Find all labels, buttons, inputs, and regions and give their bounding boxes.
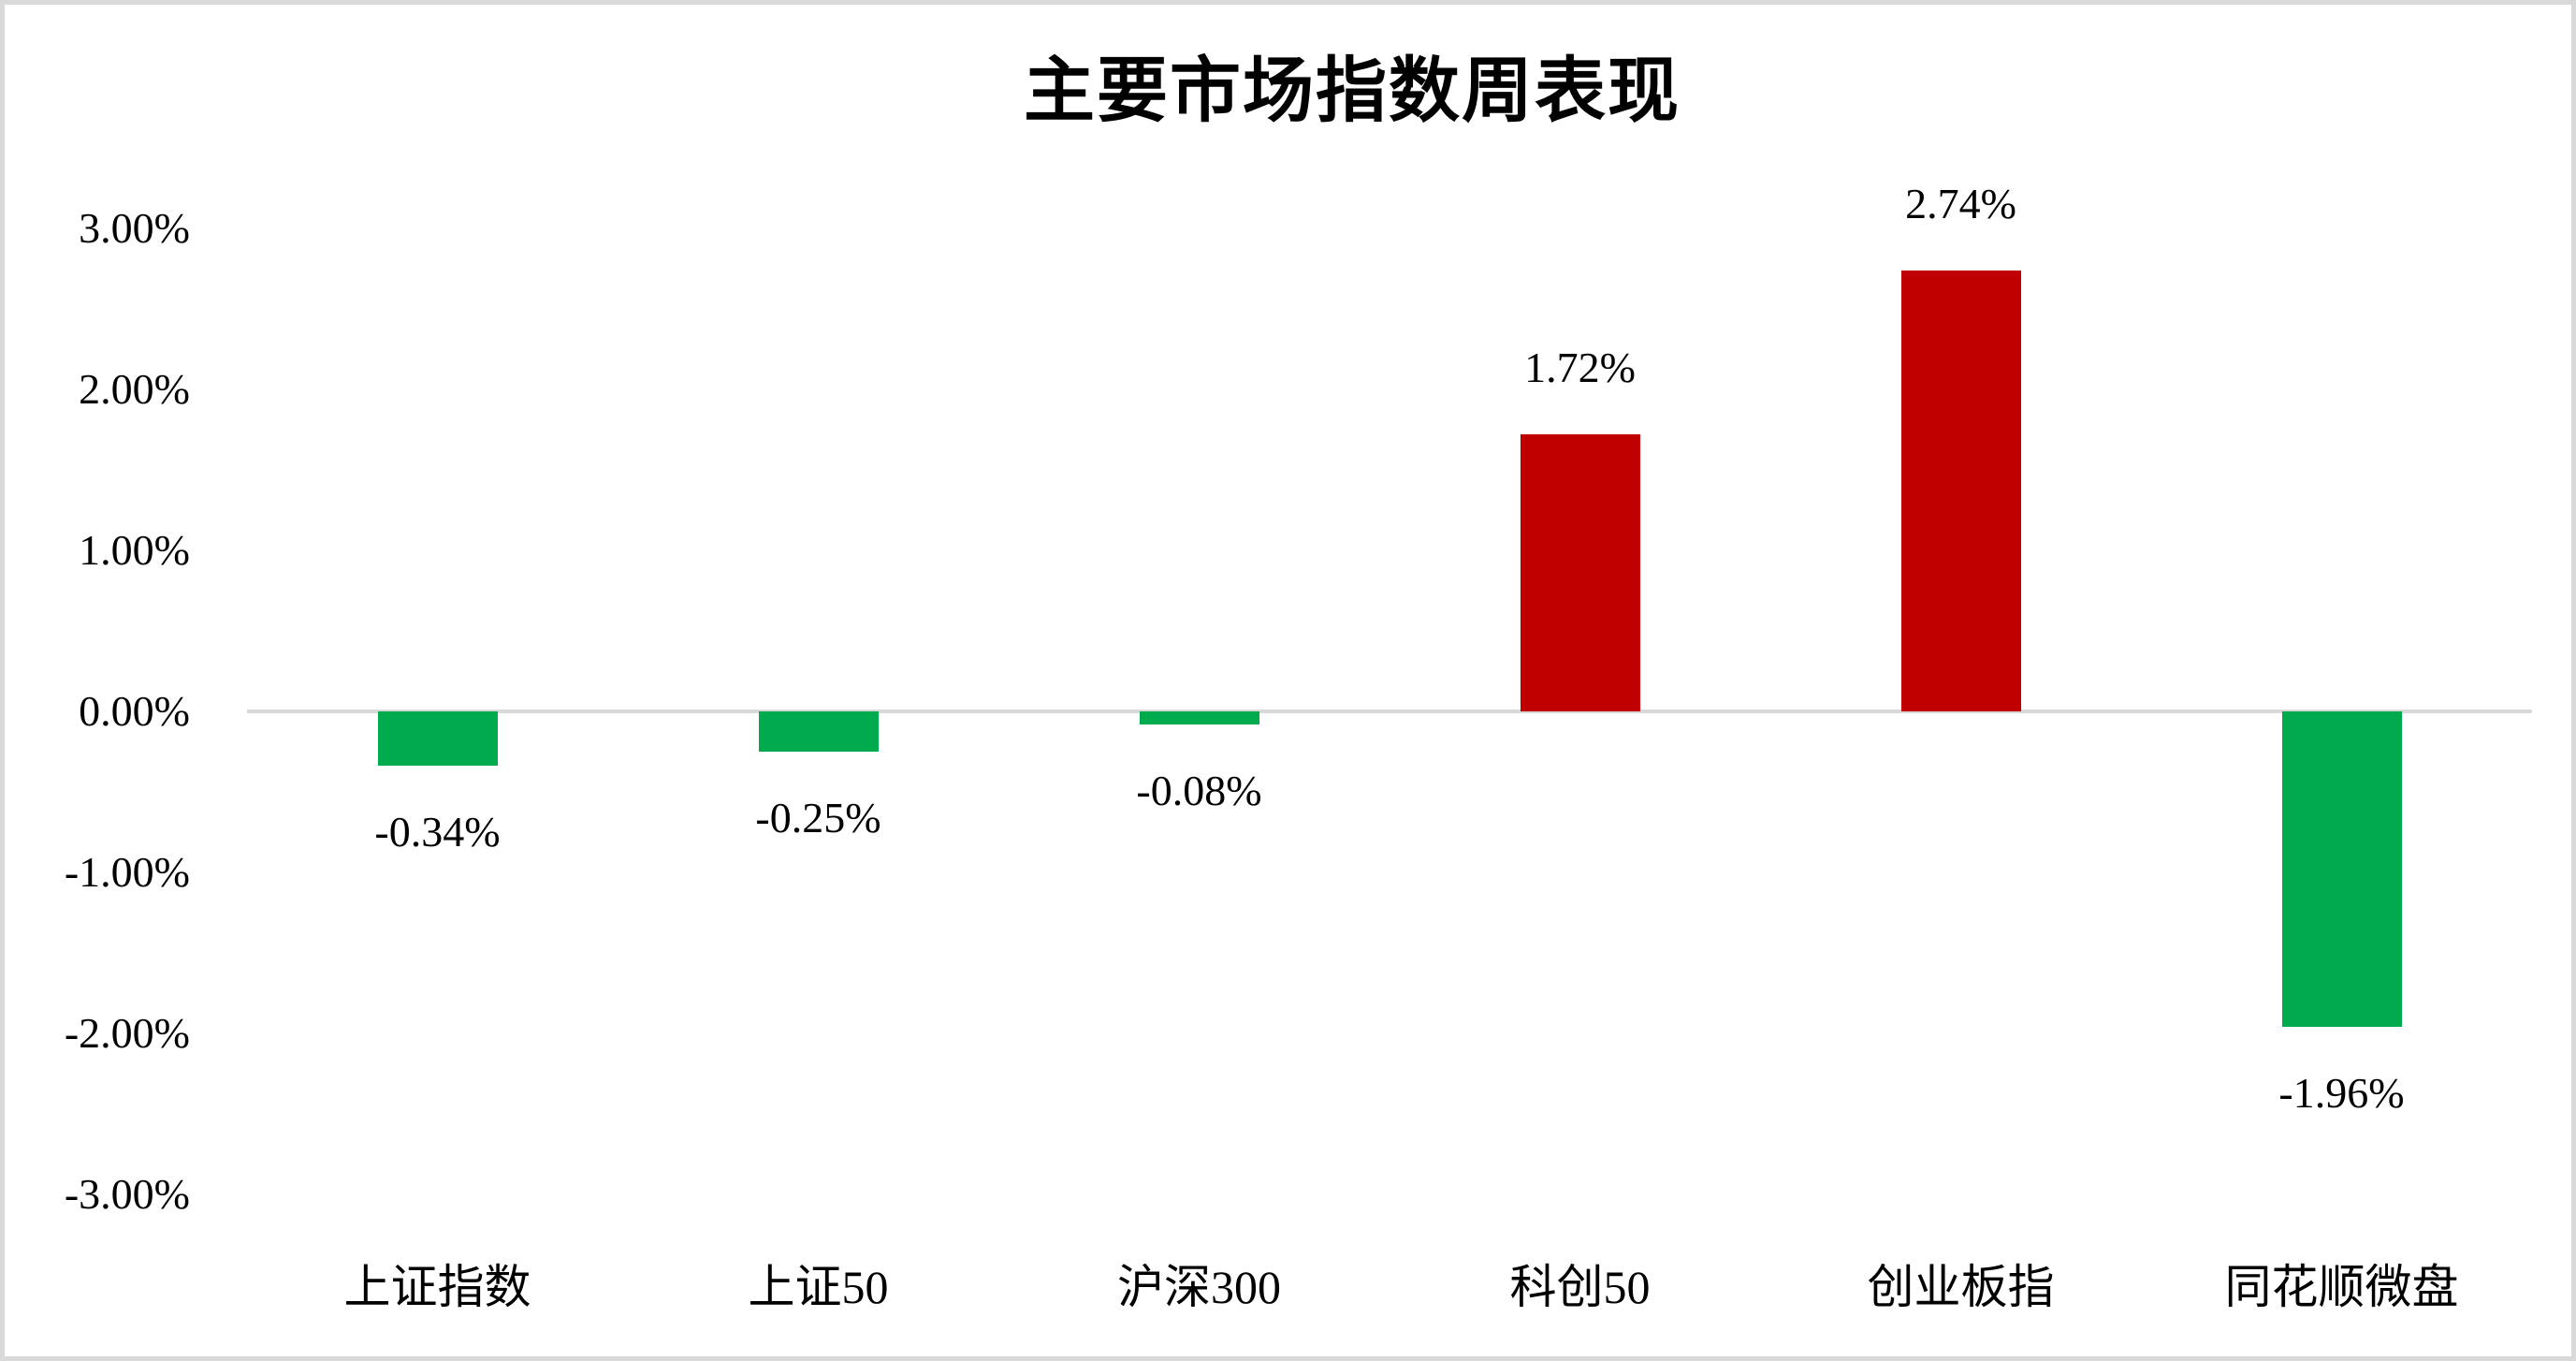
category-label-同花顺微盘: 同花顺微盘 (2224, 1261, 2459, 1313)
chart-title: 主要市场指数周表现 (1024, 52, 1681, 131)
category-label-科创50: 科创50 (1509, 1261, 1651, 1313)
category-label-创业板指: 创业板指 (1867, 1261, 2055, 1313)
y-tick-label: -2.00% (64, 1009, 190, 1057)
data-label-创业板指: 2.74% (1905, 180, 2016, 227)
bar-科创50 (1520, 434, 1640, 711)
data-label-沪深300: -0.08% (1136, 767, 1262, 814)
data-label-科创50: 1.72% (1524, 344, 1636, 391)
y-tick-label: 2.00% (79, 365, 190, 413)
category-label-上证50: 上证50 (748, 1261, 889, 1313)
bar-同花顺微盘 (2281, 711, 2402, 1027)
y-tick-label: 3.00% (79, 204, 190, 252)
x-axis-line (247, 710, 2532, 713)
category-label-沪深300: 沪深300 (1117, 1261, 1281, 1313)
bar-上证50 (758, 711, 879, 752)
bar-沪深300 (1139, 711, 1259, 724)
data-label-同花顺微盘: -1.96% (2278, 1069, 2405, 1117)
y-tick-label: 0.00% (79, 687, 190, 735)
y-tick-label: 1.00% (79, 526, 190, 574)
y-tick-label: -3.00% (64, 1170, 190, 1218)
data-label-上证指数: -0.34% (374, 808, 501, 856)
bar-上证指数 (377, 711, 498, 766)
data-label-上证50: -0.25% (755, 794, 881, 841)
y-tick-label: -1.00% (64, 848, 190, 896)
bar-创业板指 (1900, 271, 2021, 711)
category-label-上证指数: 上证指数 (343, 1261, 531, 1313)
